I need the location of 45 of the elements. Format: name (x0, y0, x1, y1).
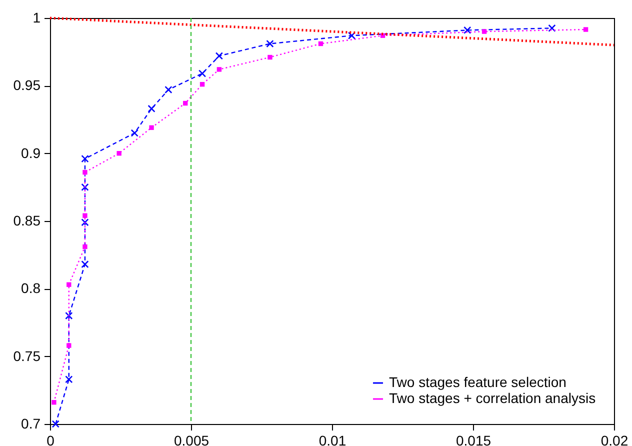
x-tick-label: 0.015 (456, 432, 492, 446)
y-tick-label: 1 (32, 10, 41, 26)
point (66, 282, 72, 287)
point (164, 86, 172, 94)
y-tick-label: 0.7 (21, 416, 41, 432)
x-tick-label: 0 (46, 432, 55, 446)
point (81, 154, 89, 163)
point (149, 125, 154, 130)
point (215, 52, 224, 60)
y-tick-label: 0.95 (13, 77, 41, 94)
point (82, 244, 88, 250)
point (81, 183, 89, 191)
legend-label: Two stages + correlation analysis (389, 390, 596, 406)
point (66, 343, 72, 348)
point (583, 27, 588, 32)
point (65, 376, 73, 384)
point (216, 67, 222, 72)
point (148, 104, 156, 112)
point (198, 70, 206, 78)
point (482, 29, 487, 34)
point (183, 100, 188, 106)
point (81, 260, 89, 268)
y-tick-label: 0.75 (13, 348, 41, 364)
y-tick-label: 0.9 (21, 144, 41, 161)
point (200, 82, 205, 87)
y-tick-label: 0.8 (21, 280, 41, 296)
point (464, 26, 472, 34)
point (348, 32, 356, 40)
legend-label: Two stages feature selection (389, 374, 566, 390)
point (82, 213, 88, 218)
point (548, 24, 556, 32)
point (318, 41, 324, 46)
point (52, 420, 60, 428)
point (116, 150, 122, 156)
x-tick-label: 0.02 (600, 432, 628, 446)
point (65, 312, 73, 320)
y-tick-label: 0.85 (13, 212, 41, 228)
point (82, 170, 88, 175)
x-tick-label: 0.01 (318, 432, 346, 446)
point (81, 218, 89, 226)
point (268, 54, 272, 60)
x-tick-label: 0.005 (174, 432, 210, 446)
point (52, 400, 56, 405)
point (266, 40, 274, 48)
point (130, 129, 138, 137)
